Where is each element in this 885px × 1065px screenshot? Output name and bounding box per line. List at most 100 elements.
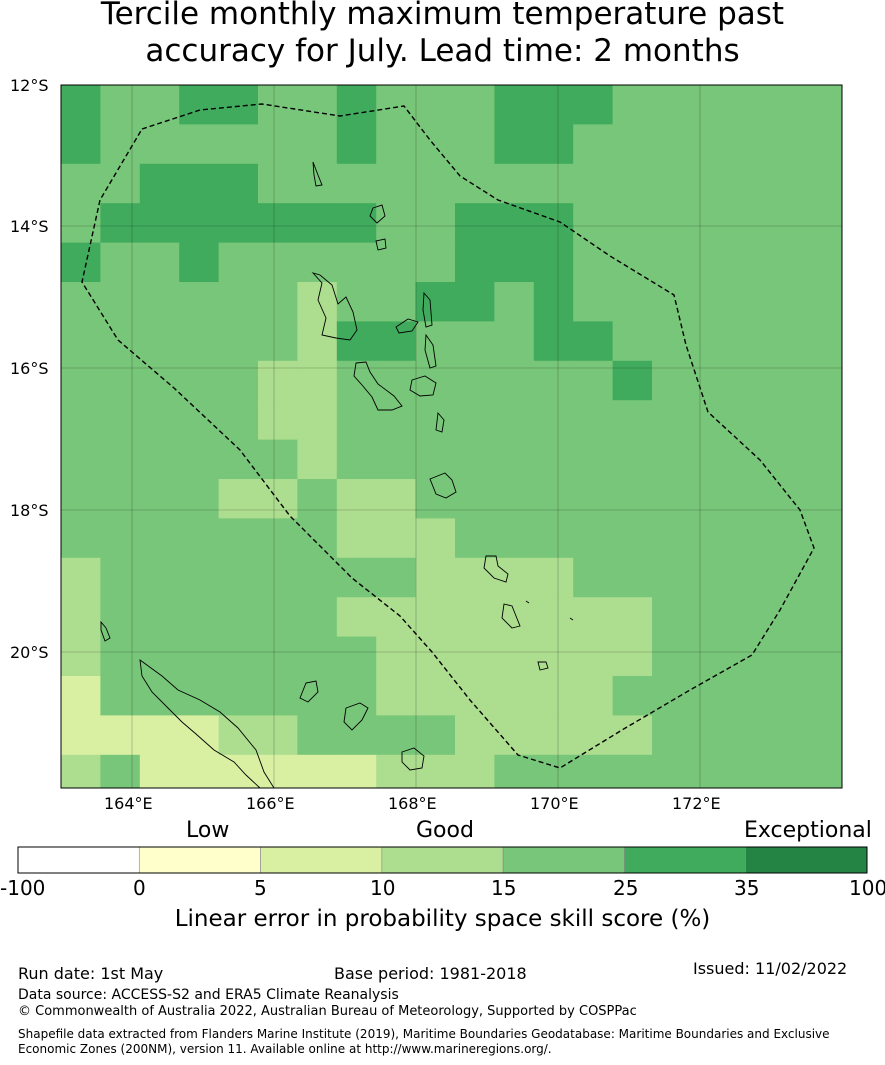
skill-cell	[139, 321, 180, 362]
skill-cell	[100, 518, 141, 559]
category-low: Low	[186, 818, 230, 843]
skill-cell	[376, 400, 417, 441]
skill-cell	[573, 479, 614, 519]
colorbar-tick-35: 35	[734, 876, 760, 900]
skill-cell	[770, 163, 811, 204]
skill-cell	[691, 203, 732, 244]
lon-label-168e: 168°E	[388, 794, 437, 813]
skill-cell	[730, 360, 771, 401]
skill-cell	[573, 439, 614, 480]
skill-cell	[376, 754, 417, 789]
skill-cell	[415, 85, 456, 125]
skill-cell	[336, 282, 377, 322]
skill-cell	[179, 636, 220, 677]
skill-cell	[297, 557, 338, 598]
skill-cell	[652, 715, 692, 756]
skill-cell	[100, 282, 141, 322]
skill-cell	[652, 203, 692, 244]
skill-cell	[139, 400, 180, 441]
skill-cell	[730, 282, 771, 322]
skill-cell	[770, 124, 811, 165]
skill-cell	[612, 754, 653, 789]
skill-cell	[376, 597, 417, 638]
skill-cell	[336, 400, 377, 441]
skill-cell	[179, 676, 220, 716]
skill-cell	[612, 400, 653, 441]
skill-cell	[809, 360, 843, 401]
skill-cell	[455, 242, 495, 283]
skill-cell	[100, 636, 141, 677]
skill-cell	[455, 636, 495, 677]
skill-cell	[61, 400, 101, 441]
skill-cell	[376, 439, 417, 480]
skill-cell	[455, 360, 495, 401]
skill-cell	[297, 715, 338, 756]
skill-cell	[455, 715, 495, 756]
base-period: Base period: 1981-2018	[334, 964, 527, 983]
skill-cell	[494, 754, 535, 789]
skill-cell	[612, 439, 653, 480]
skill-cell	[218, 636, 259, 677]
skill-cell	[61, 557, 101, 598]
skill-cell	[336, 203, 377, 244]
skill-cell	[533, 242, 574, 283]
skill-cell	[455, 518, 495, 559]
skill-cell	[218, 124, 259, 165]
skill-cell	[652, 163, 692, 204]
skill-cell	[139, 124, 180, 165]
skill-cell	[455, 163, 495, 204]
skill-cell	[336, 754, 377, 789]
skill-cell	[258, 597, 298, 638]
skill-cell	[415, 597, 456, 638]
skill-cell	[809, 242, 843, 283]
skill-cell	[770, 282, 811, 322]
skill-cell	[455, 321, 495, 362]
skill-cell	[139, 518, 180, 559]
skill-cell	[494, 400, 535, 441]
skill-cell	[455, 557, 495, 598]
skill-cell	[809, 754, 843, 789]
skill-cell	[730, 124, 771, 165]
skill-cell	[218, 203, 259, 244]
skill-cell	[533, 85, 574, 125]
skill-cell	[691, 676, 732, 716]
skill-cell	[455, 203, 495, 244]
skill-cell	[376, 163, 417, 204]
skill-cell	[770, 557, 811, 598]
skill-cell	[730, 400, 771, 441]
skill-cell	[415, 479, 456, 519]
skill-cell	[179, 400, 220, 441]
skill-cell	[573, 676, 614, 716]
colorbar-tick-0: 0	[133, 876, 146, 900]
skill-cell	[494, 636, 535, 677]
colorbar-segment	[502, 846, 625, 874]
skill-cell	[455, 597, 495, 638]
skill-cell	[139, 282, 180, 322]
skill-cell	[573, 282, 614, 322]
skill-cell	[455, 676, 495, 716]
skill-cell	[612, 203, 653, 244]
skill-cell	[258, 439, 298, 480]
skill-cell	[258, 754, 298, 789]
skill-cell	[258, 85, 298, 125]
skill-cell	[297, 360, 338, 401]
skill-cell	[652, 557, 692, 598]
skill-cell	[691, 715, 732, 756]
skill-cell	[61, 360, 101, 401]
skill-cell	[691, 518, 732, 559]
skill-cell	[336, 557, 377, 598]
skill-cell	[612, 321, 653, 362]
skill-cell	[179, 557, 220, 598]
skill-cell	[297, 242, 338, 283]
skill-cell	[770, 518, 811, 559]
skill-cell	[376, 203, 417, 244]
skill-cell	[652, 439, 692, 480]
skill-cell	[139, 479, 180, 519]
skill-cell	[376, 636, 417, 677]
skill-cell	[730, 557, 771, 598]
skill-cell	[100, 439, 141, 480]
skill-cell	[61, 479, 101, 519]
colorbar-segment	[17, 846, 140, 874]
skill-cell	[297, 124, 338, 165]
title-line-2: accuracy for July. Lead time: 2 months	[145, 33, 740, 69]
